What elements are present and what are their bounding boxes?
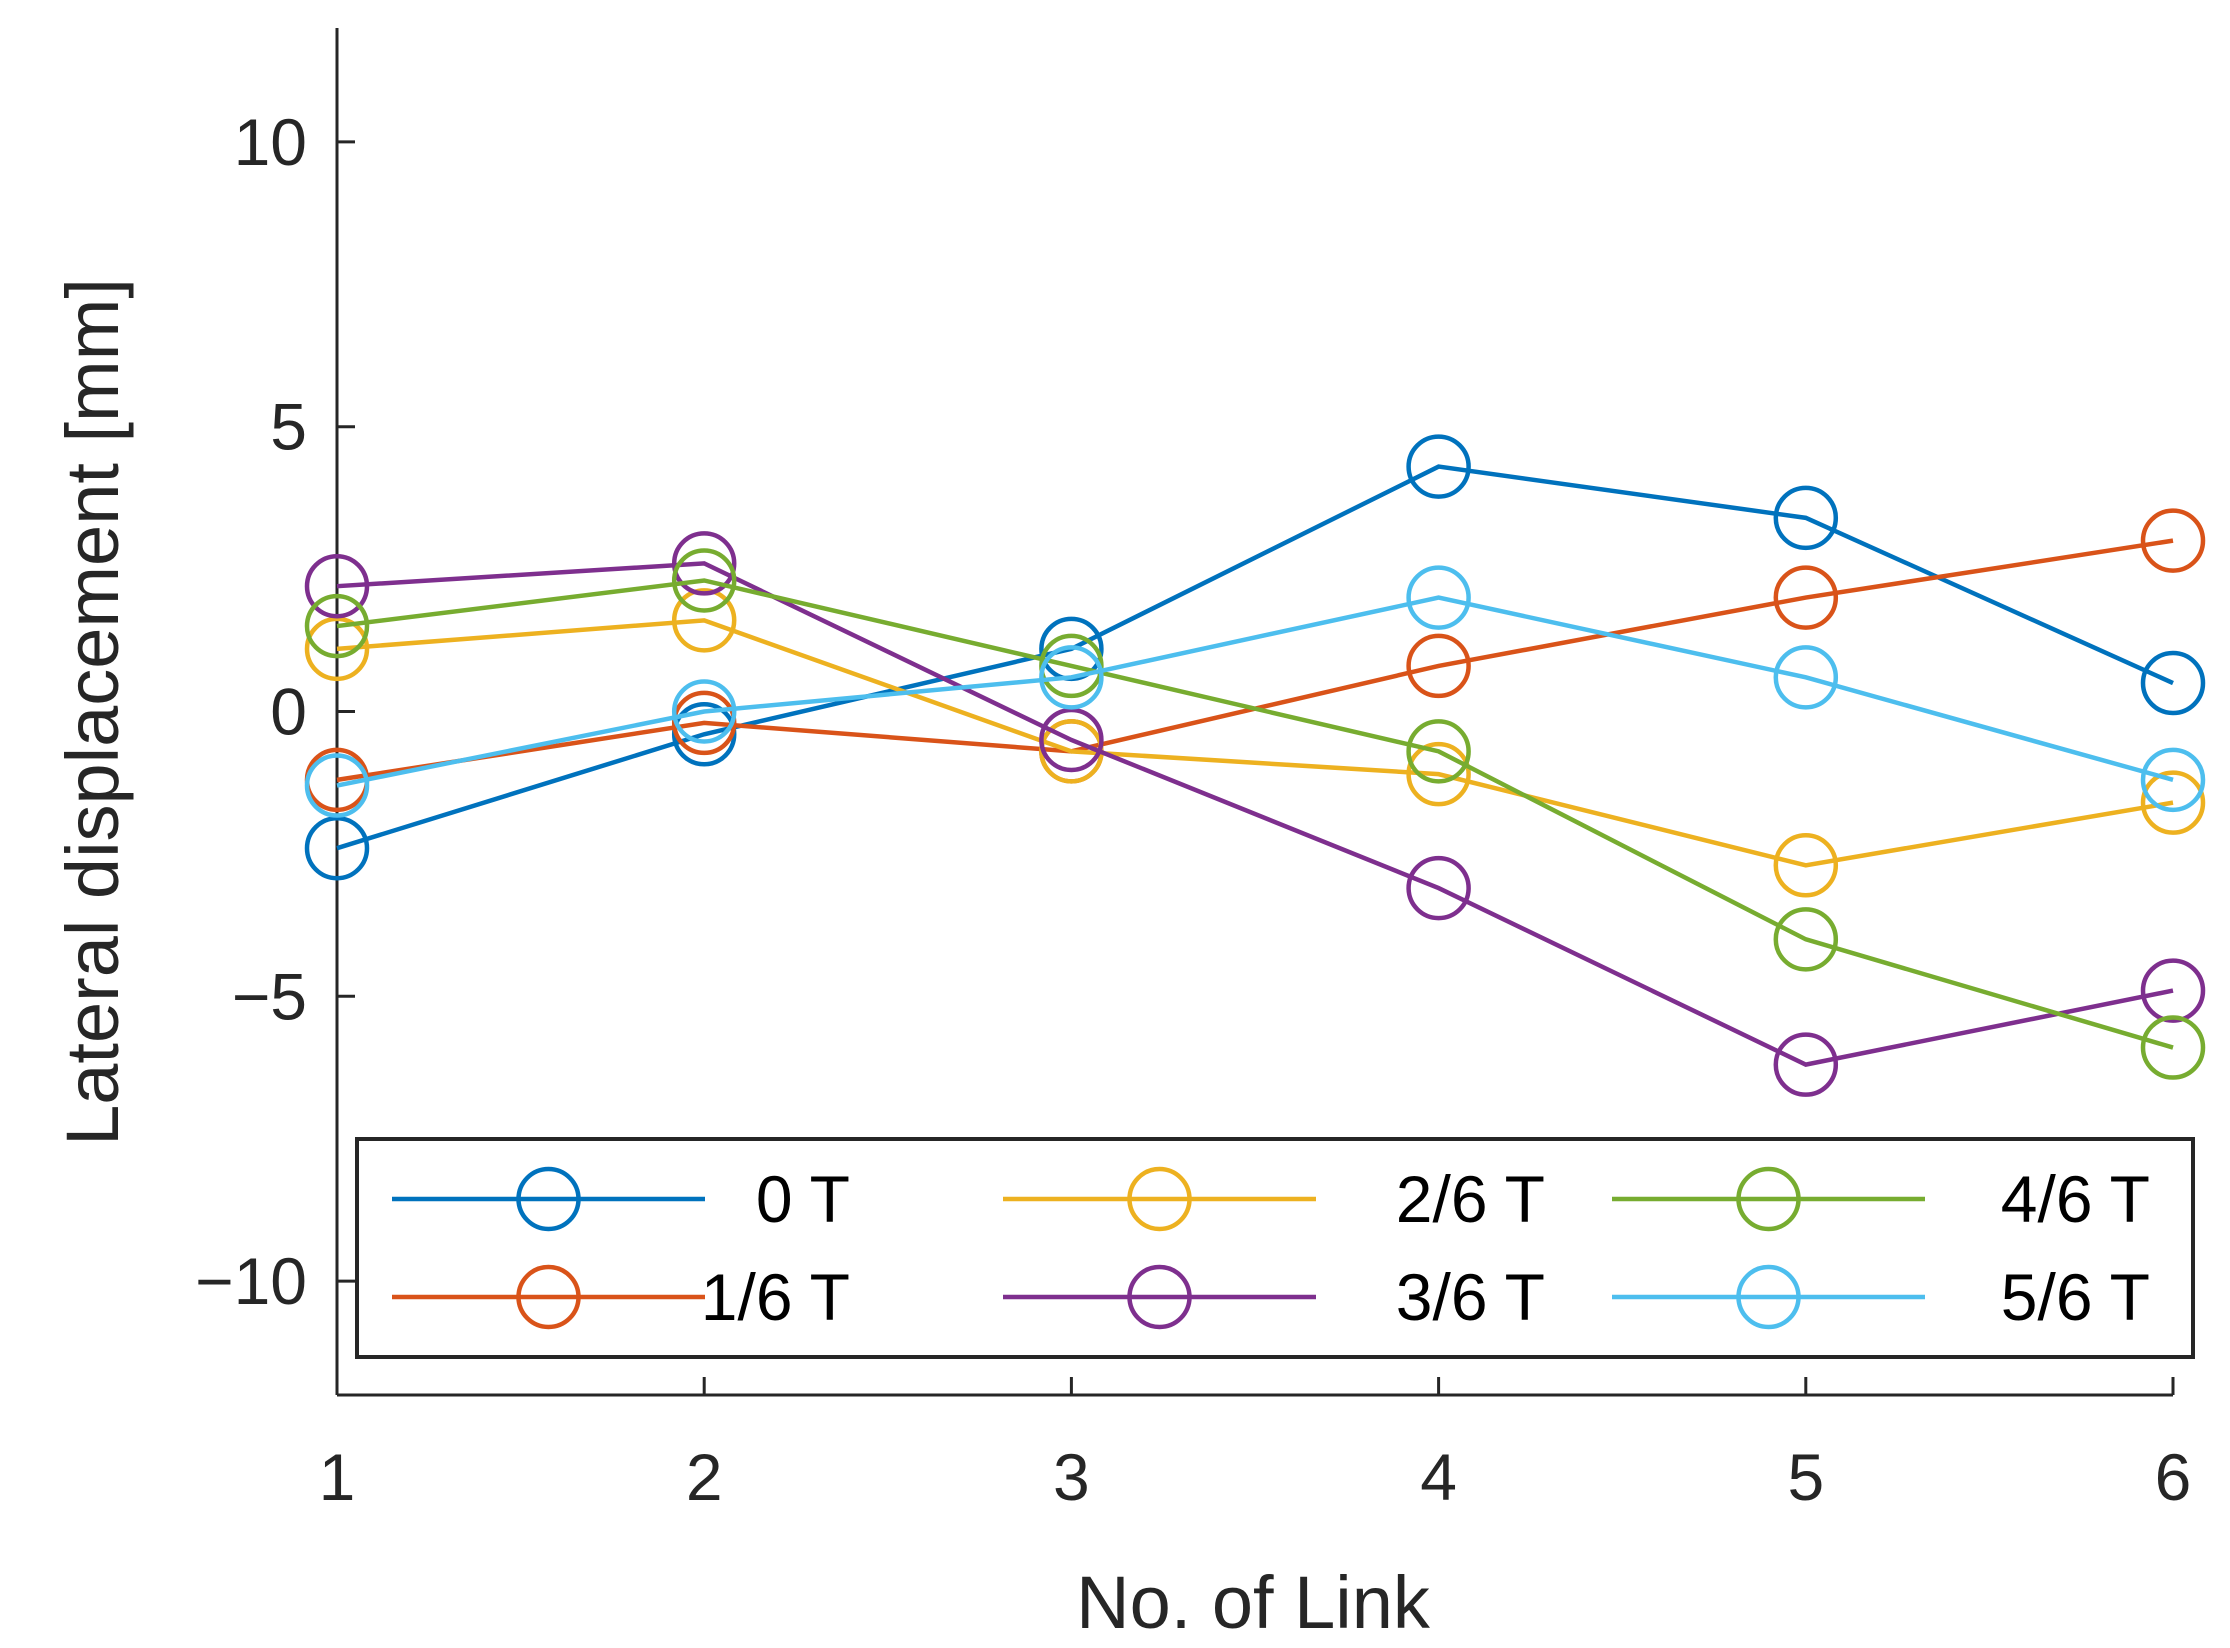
- legend: 0 T 1/6 T 2/6 T 3/6 T 4/6 T 5/6 T: [355, 1137, 2195, 1359]
- y-tick-label: −5: [232, 959, 307, 1033]
- legend-marker: [1127, 1264, 1192, 1330]
- data-point: [1039, 645, 1104, 710]
- legend-item: 5/6 T: [1612, 1260, 2150, 1334]
- series-line: [336, 538, 2174, 783]
- series-line: [336, 578, 2174, 1050]
- data-point: [1406, 565, 1471, 630]
- data-point: [1773, 485, 1839, 551]
- legend-item: 0 T: [392, 1162, 850, 1236]
- data-point: [671, 531, 737, 596]
- x-tick-label: 1: [319, 1440, 356, 1514]
- x-tick-label: 5: [1787, 1440, 1824, 1514]
- data-point: [1406, 855, 1471, 921]
- series-3-6-t: [304, 531, 2206, 1097]
- legend-label: 1/6 T: [701, 1260, 850, 1334]
- x-tick-label: 3: [1053, 1440, 1090, 1514]
- data-point: [1773, 1032, 1839, 1097]
- data-point: [1039, 707, 1104, 773]
- data-point: [304, 616, 370, 682]
- y-tick-label: −10: [195, 1244, 307, 1318]
- x-tick-label: 2: [686, 1440, 723, 1514]
- legend-label: 2/6 T: [1396, 1162, 1545, 1236]
- data-point: [304, 753, 370, 818]
- legend-marker: [1736, 1264, 1801, 1330]
- legend-item: 1/6 T: [392, 1260, 850, 1334]
- x-tick-label: 6: [2155, 1440, 2192, 1514]
- data-point: [1773, 833, 1839, 898]
- series-5-6-t: [304, 565, 2206, 818]
- y-tick-label: 5: [270, 390, 307, 464]
- series-layer: [304, 434, 2206, 1097]
- x-tick-label: 4: [1420, 1440, 1457, 1514]
- data-point: [2140, 958, 2206, 1023]
- data-point: [1406, 719, 1471, 784]
- legend-label: 3/6 T: [1396, 1260, 1545, 1334]
- legend-marker: [516, 1264, 581, 1330]
- series-0-t: [304, 434, 2206, 881]
- data-point: [1406, 434, 1471, 499]
- data-point: [304, 593, 370, 659]
- data-point: [1406, 741, 1471, 807]
- data-point: [2140, 508, 2206, 573]
- y-tick-label: 0: [270, 675, 307, 749]
- legend-item: 4/6 T: [1612, 1162, 2150, 1236]
- y-tick-label: 10: [234, 105, 307, 179]
- data-point: [1773, 645, 1839, 710]
- legend-label: 5/6 T: [2001, 1260, 2150, 1334]
- legend-marker: [516, 1166, 581, 1232]
- legend-box: [355, 1137, 2195, 1359]
- data-point: [304, 815, 370, 881]
- series-line: [336, 561, 2174, 1067]
- data-point: [2140, 770, 2206, 835]
- axes: 1 2 3 4 5 6 10 5 0 −5 −10: [195, 28, 2191, 1514]
- data-point: [671, 588, 737, 653]
- y-axis-title: Lateral displacement [mm]: [51, 278, 134, 1146]
- data-point: [1773, 907, 1839, 972]
- data-point: [2140, 747, 2206, 813]
- data-point: [304, 553, 370, 619]
- series-line: [336, 618, 2174, 868]
- legend-item: 2/6 T: [1003, 1162, 1545, 1236]
- data-point: [1773, 565, 1839, 630]
- series-line: [336, 595, 2174, 788]
- legend-marker: [1127, 1166, 1192, 1232]
- data-point: [671, 679, 737, 744]
- data-point: [1406, 633, 1471, 699]
- data-point: [2140, 1015, 2206, 1080]
- legend-item: 3/6 T: [1003, 1260, 1545, 1334]
- data-point: [671, 548, 737, 613]
- legend-label: 0 T: [756, 1162, 850, 1236]
- legend-label: 4/6 T: [2001, 1162, 2150, 1236]
- data-point: [2140, 650, 2206, 716]
- legend-marker: [1736, 1166, 1801, 1232]
- x-axis-title: No. of Link: [1076, 1561, 1431, 1644]
- series-line: [336, 464, 2174, 851]
- series-4-6-t: [304, 548, 2206, 1080]
